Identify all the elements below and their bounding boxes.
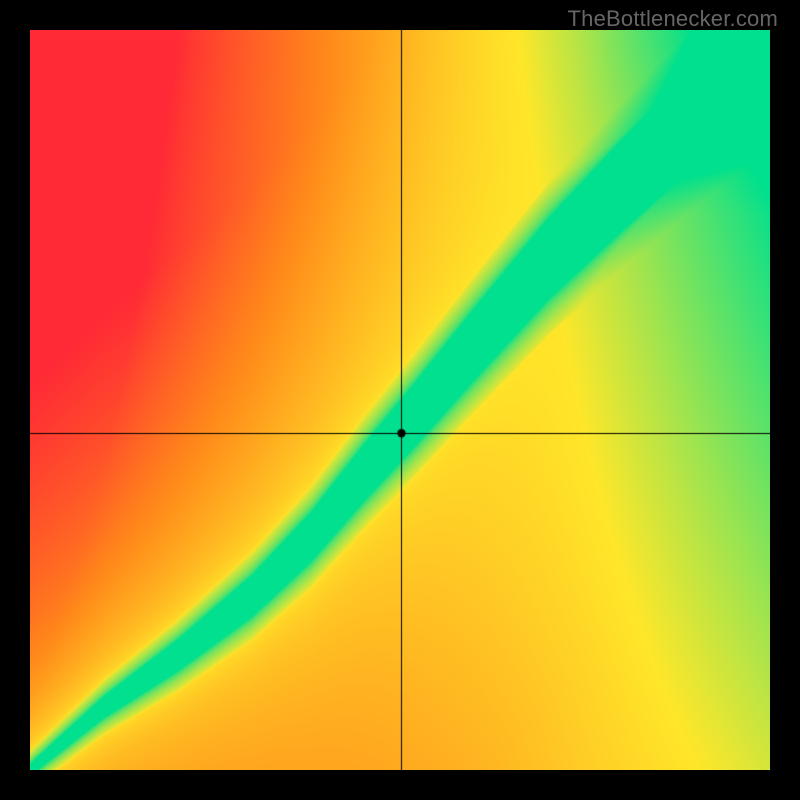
chart-container: TheBottlenecker.com [0,0,800,800]
bottleneck-heatmap [30,30,770,770]
watermark-text: TheBottlenecker.com [568,6,778,32]
